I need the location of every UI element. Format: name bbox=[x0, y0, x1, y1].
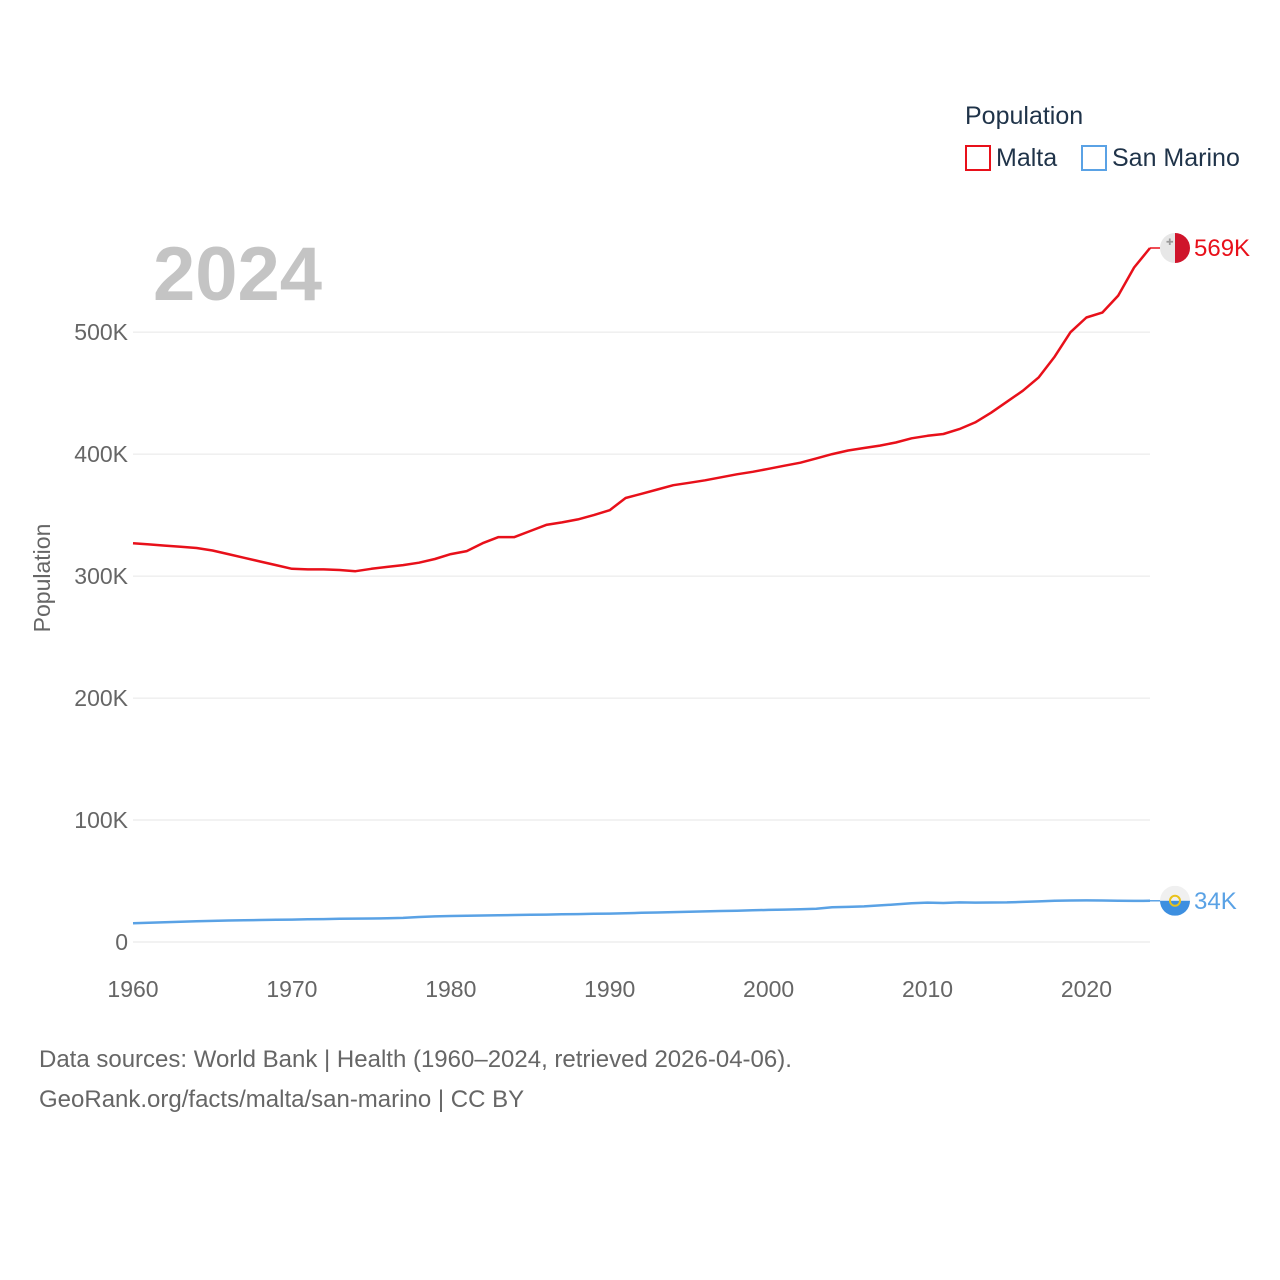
y-tick-label: 100K bbox=[74, 807, 128, 833]
series-line-san-marino[interactable] bbox=[132, 899, 1151, 925]
legend-swatch-malta bbox=[965, 145, 991, 171]
y-tick-label: 500K bbox=[74, 319, 128, 345]
grid-lines bbox=[133, 331, 1150, 943]
legend-label-san-marino: San Marino bbox=[1112, 144, 1240, 172]
y-tick-label: 200K bbox=[74, 685, 128, 711]
malta-flag-icon: ✚ bbox=[1160, 233, 1190, 263]
credit-link[interactable]: GeoRank.org/facts/malta/san-marino | CC … bbox=[39, 1086, 525, 1113]
x-tick-label: 2010 bbox=[902, 976, 953, 1002]
y-axis-ticks: 0 100K 200K 300K 400K 500K bbox=[74, 319, 128, 955]
x-tick-label: 1990 bbox=[584, 976, 635, 1002]
data-sources-text: Data sources: World Bank | Health (1960–… bbox=[39, 1046, 792, 1073]
y-tick-label: 0 bbox=[115, 929, 128, 955]
legend-label-malta: Malta bbox=[996, 144, 1057, 172]
x-tick-label: 1960 bbox=[107, 976, 158, 1002]
population-line-chart: 0 100K 200K 300K 400K 500K 1960 1970 1980 1990 20… bbox=[29, 102, 1250, 1002]
y-tick-label: 400K bbox=[74, 441, 128, 467]
x-tick-label: 1980 bbox=[425, 976, 476, 1002]
end-label-san-marino: 34K bbox=[1194, 888, 1237, 915]
svg-text:✚: ✚ bbox=[1166, 238, 1174, 248]
x-tick-label: 2020 bbox=[1061, 976, 1112, 1002]
x-tick-label: 1970 bbox=[266, 976, 317, 1002]
x-tick-label: 2000 bbox=[743, 976, 794, 1002]
x-axis-ticks: 1960 1970 1980 1990 2000 2010 2020 bbox=[107, 976, 1112, 1002]
series-line-malta[interactable] bbox=[132, 247, 1151, 573]
year-label: 2024 bbox=[153, 232, 322, 317]
y-axis-title: Population bbox=[29, 524, 55, 633]
legend-swatch-san-marino bbox=[1081, 145, 1107, 171]
legend: Population Malta San Marino bbox=[965, 102, 1240, 172]
end-label-malta: 569K bbox=[1194, 235, 1250, 262]
san-marino-flag-icon bbox=[1160, 885, 1190, 916]
legend-title: Population bbox=[965, 102, 1083, 130]
series-end-markers: ✚ 569K 34K bbox=[1150, 233, 1250, 916]
series-lines bbox=[132, 247, 1151, 925]
legend-item-malta[interactable]: Malta bbox=[965, 144, 1057, 172]
footer: Data sources: World Bank | Health (1960–… bbox=[39, 1040, 1239, 1120]
y-tick-label: 300K bbox=[74, 563, 128, 589]
legend-item-san-marino[interactable]: San Marino bbox=[1081, 144, 1240, 172]
